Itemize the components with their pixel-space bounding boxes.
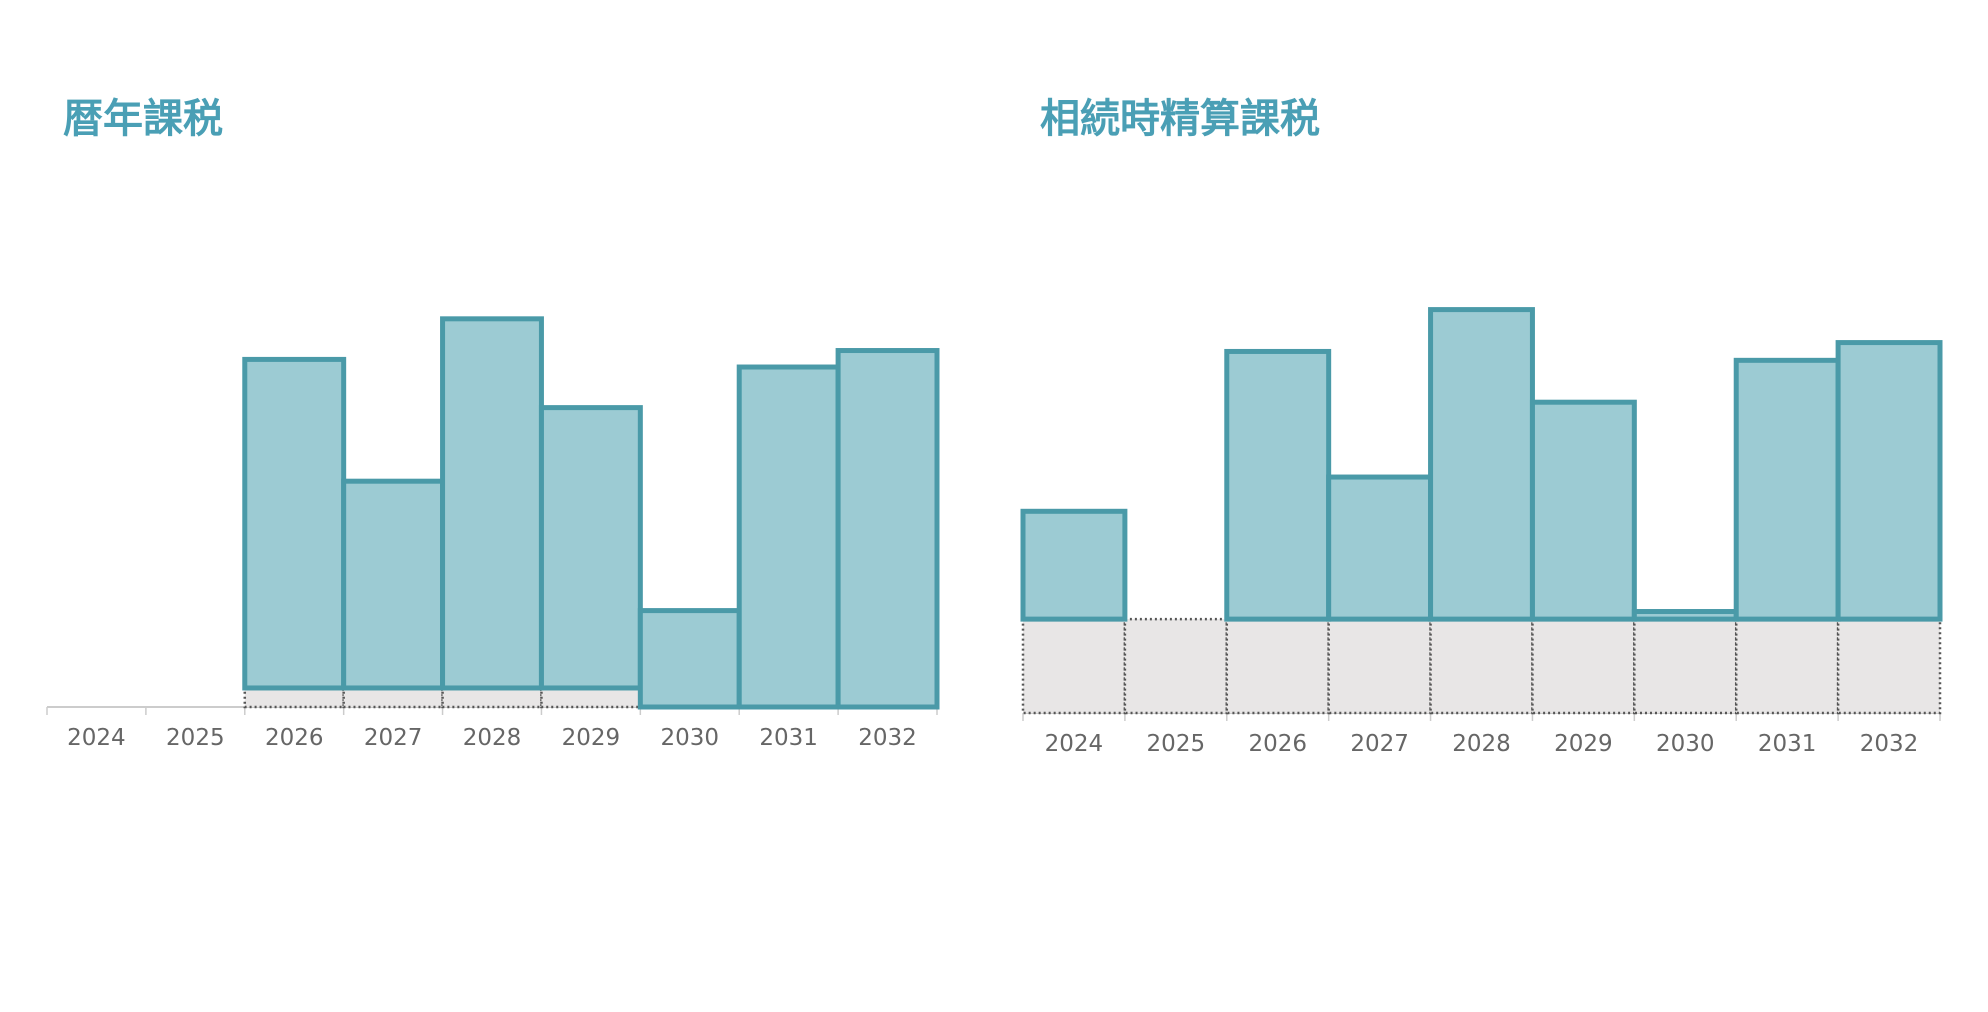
- bar-segment: [538, 405, 643, 691]
- x-tick-label: 2026: [265, 725, 324, 751]
- bar-segment: [1326, 474, 1434, 622]
- x-tick-label: 2024: [67, 725, 126, 751]
- bar-segment: [736, 364, 841, 710]
- bar-segment: [1631, 609, 1739, 622]
- x-tick-label: 2026: [1248, 731, 1307, 757]
- bar-segment: [1429, 617, 1534, 715]
- x-tick-label: 2030: [1656, 731, 1715, 757]
- bar-segment: [637, 608, 742, 710]
- bar-segment: [342, 686, 444, 709]
- bar-segment: [1836, 617, 1942, 715]
- bar-segment: [1734, 617, 1840, 715]
- x-tick-label: 2027: [364, 725, 423, 751]
- bar-segment: [1531, 617, 1636, 715]
- bar-segment: [1529, 399, 1637, 622]
- bar-segment: [243, 686, 345, 709]
- bar-segment: [835, 348, 940, 710]
- bar-segment: [1021, 617, 1127, 715]
- bar-segment: [540, 686, 642, 709]
- bar-segment: [341, 478, 446, 691]
- x-tick-label: 2031: [1758, 731, 1817, 757]
- bar-segment: [1327, 617, 1432, 715]
- bar-segment: [1123, 617, 1229, 715]
- bar-segment: [1835, 340, 1943, 622]
- bar-segment: [242, 356, 347, 691]
- x-tick-label: 2031: [759, 725, 818, 751]
- x-tick-label: 2030: [661, 725, 720, 751]
- x-tick-label: 2028: [463, 725, 522, 751]
- x-tick-label: 2024: [1045, 731, 1104, 757]
- bar-segment: [1020, 508, 1128, 622]
- bar-segment: [1733, 357, 1841, 622]
- x-tick-label: 2025: [166, 725, 225, 751]
- bar-segment: [1224, 348, 1332, 622]
- x-tick-label: 2029: [1554, 731, 1613, 757]
- bar-segment: [1428, 307, 1535, 622]
- bar-segment: [441, 686, 543, 709]
- bar-segment: [1225, 617, 1330, 715]
- x-tick-label: 2032: [858, 725, 917, 751]
- x-tick-label: 2032: [1860, 731, 1919, 757]
- chart-title: 暦年課税: [63, 96, 223, 142]
- x-tick-label: 2029: [562, 725, 621, 751]
- chart-title: 相続時精算課税: [1040, 96, 1320, 142]
- x-tick-label: 2025: [1147, 731, 1206, 757]
- bar-segment: [440, 316, 544, 691]
- x-tick-label: 2027: [1350, 731, 1409, 757]
- x-tick-label: 2028: [1452, 731, 1511, 757]
- bar-segment: [1633, 617, 1738, 715]
